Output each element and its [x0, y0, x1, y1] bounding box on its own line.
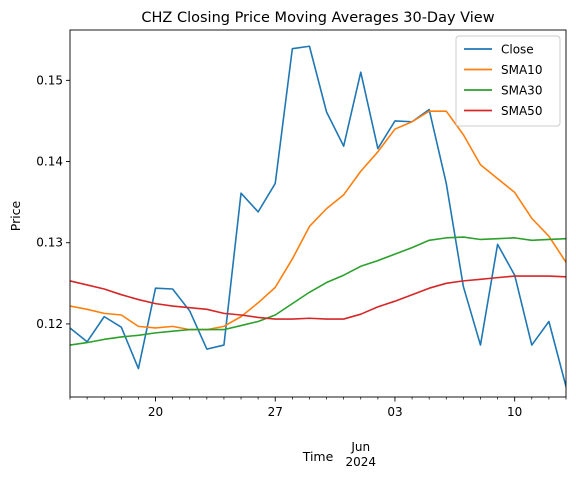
x-axis-label: Time	[302, 449, 334, 464]
series-lines	[70, 45, 566, 388]
series-line-sma50	[70, 275, 566, 320]
legend-label-sma10: SMA10	[501, 63, 542, 77]
axes-frame	[69, 29, 567, 398]
y-tick-label: 0.15	[36, 73, 63, 87]
legend-label-sma30: SMA30	[501, 84, 542, 98]
x-tick-label: 20	[148, 405, 163, 419]
chart-title: CHZ Closing Price Moving Averages 30-Day…	[141, 10, 494, 26]
y-tick-label: 0.14	[36, 155, 63, 169]
series-line-close	[70, 45, 566, 388]
y-axis-label: Price	[8, 200, 23, 231]
x-year-label: 2024	[345, 455, 376, 469]
series-line-sma30	[70, 236, 566, 346]
legend: Close SMA10 SMA30 SMA50	[455, 35, 561, 127]
x-tick-label: 10	[507, 405, 522, 419]
x-tick-label: 27	[268, 405, 283, 419]
x-month-label: Jun	[350, 440, 370, 454]
legend-label-sma50: SMA50	[501, 104, 542, 118]
legend-box	[455, 35, 561, 127]
legend-label-close: Close	[501, 43, 534, 57]
y-tick-label: 0.13	[36, 236, 63, 250]
y-tick-label: 0.12	[36, 317, 63, 331]
series-line-sma10	[70, 110, 566, 331]
x-tick-label: 03	[387, 405, 402, 419]
